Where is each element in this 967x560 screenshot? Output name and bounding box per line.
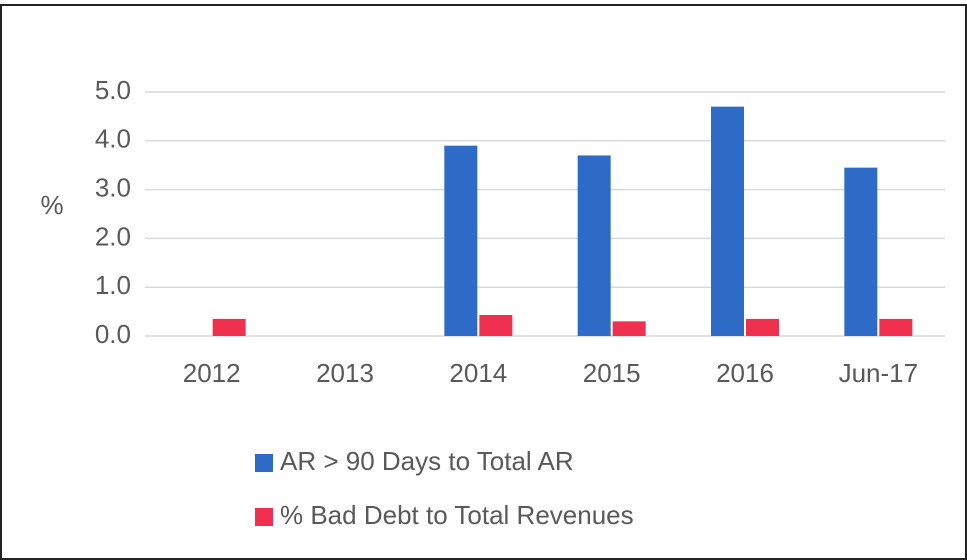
legend-swatch	[255, 508, 273, 526]
bar	[844, 167, 878, 336]
x-tick-label: 2013	[316, 358, 374, 388]
y-tick-label: 2.0	[95, 221, 131, 251]
bar	[746, 318, 779, 336]
chart-border	[0, 4, 967, 560]
y-axis-label: %	[40, 190, 63, 220]
y-tick-label: 4.0	[95, 124, 131, 154]
legend-label: AR > 90 Days to Total AR	[280, 446, 574, 476]
y-tick-label: 3.0	[95, 172, 131, 202]
bar	[879, 318, 913, 336]
y-tick-label: 0.0	[95, 319, 131, 349]
bar	[479, 315, 513, 336]
bar	[577, 155, 611, 336]
bar	[212, 318, 246, 336]
legend-label: % Bad Debt to Total Revenues	[280, 500, 634, 530]
x-tick-label: 2014	[449, 358, 507, 388]
bar	[711, 106, 744, 336]
x-tick-label: Jun-17	[839, 358, 919, 388]
bar	[444, 145, 478, 336]
x-tick-label: 2012	[183, 358, 241, 388]
x-tick-label: 2016	[716, 358, 774, 388]
bar	[612, 321, 646, 336]
y-tick-label: 5.0	[95, 75, 131, 105]
legend-swatch	[255, 454, 273, 472]
x-tick-label: 2015	[583, 358, 641, 388]
y-tick-label: 1.0	[95, 270, 131, 300]
